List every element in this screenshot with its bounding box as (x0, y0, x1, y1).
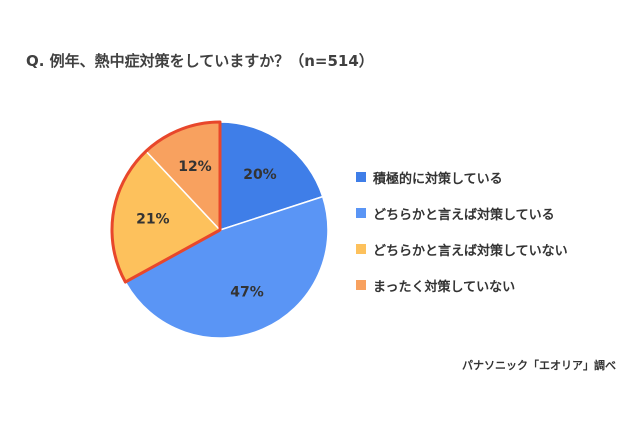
legend-label-2: どちらかと言えば対策している (373, 207, 555, 223)
chart-legend: 積極的に対策している どちらかと言えば対策している どちらかと言えば対策していな… (356, 168, 568, 312)
highlight-outline (110, 120, 222, 284)
legend-swatch-2 (356, 208, 366, 218)
legend-item-2: どちらかと言えば対策している (356, 204, 568, 223)
pie-data-label-2: 47% (230, 284, 264, 300)
source-note: パナソニック「エオリア」調べ (462, 359, 616, 372)
legend-item-3: どちらかと言えば対策していない (356, 240, 568, 259)
pie-data-labels: 20% 47% 21% 12% (136, 159, 277, 301)
chart-title: Q. 例年、熱中症対策をしていますか？（n=514） (26, 52, 374, 70)
legend-swatch-1 (356, 172, 366, 182)
pie-data-label-4: 12% (178, 159, 212, 175)
legend-label-3: どちらかと言えば対策していない (373, 243, 568, 259)
pie-data-label-1: 20% (243, 167, 277, 183)
legend-swatch-4 (356, 280, 366, 290)
pie-slice-2 (124, 195, 329, 339)
pie-slices (111, 121, 329, 339)
legend-label-4: まったく対策していない (373, 279, 516, 295)
legend-swatch-3 (356, 244, 366, 254)
pie-highlight-outline (110, 120, 222, 284)
legend-item-4: まったく対策していない (356, 276, 568, 295)
legend-item-1: 積極的に対策している (356, 168, 568, 187)
legend-label-1: 積極的に対策している (373, 171, 503, 187)
pie-data-label-3: 21% (136, 211, 170, 227)
pie-slice-1 (219, 121, 324, 232)
